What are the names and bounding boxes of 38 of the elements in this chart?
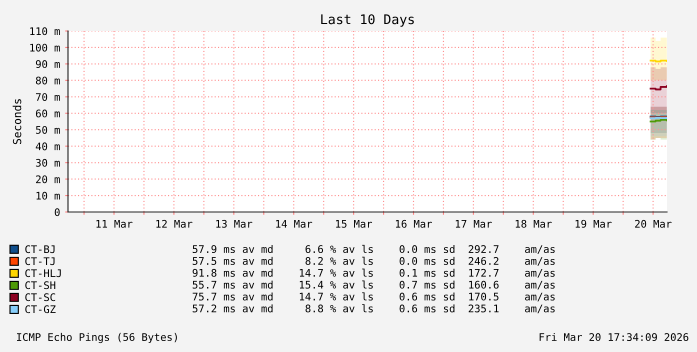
text: ICMP Echo Pings (56 Bytes): [17, 332, 177, 344]
y-tick-label: 0: [54, 208, 60, 216]
y-tick-label: 110 m: [30, 27, 60, 36]
y-tick-label: 70 m: [36, 93, 60, 101]
y-tick-label: 100 m: [30, 44, 60, 52]
chart-title: Last 10 Days: [321, 14, 414, 27]
text: 91.8 ms av md 14.7 % av ls 0.1 ms sd 172.7 am/as: [192, 268, 555, 278]
x-tick-label: 12 Mar: [156, 220, 192, 228]
x-tick-label: 17 Mar: [456, 220, 492, 228]
legend-label: CT-GZ: [25, 305, 56, 314]
legend-label: CT-BJ: [25, 245, 55, 254]
y-tick-label: 40 m: [36, 142, 60, 150]
y-tick-label: 80 m: [36, 76, 60, 84]
legend-label: CT-SC: [25, 293, 56, 302]
text: 55.7 ms av md 15.4 % av ls 0.7 ms sd 160.6 am/as: [192, 280, 555, 290]
y-tick-label: 60 m: [36, 110, 60, 118]
legend-label: CT-HLJ: [25, 269, 61, 278]
x-tick-label: 14 Mar: [276, 220, 312, 228]
x-tick-label: 20 Mar: [635, 220, 672, 228]
x-tick-label: 19 Mar: [576, 220, 612, 228]
x-tick-label: 16 Mar: [396, 220, 432, 228]
legend-label: CT-SH: [25, 281, 56, 290]
y-tick-label: 20 m: [36, 175, 60, 184]
y-tick-label: 10 m: [36, 192, 60, 200]
text: 57.9 ms av md 6.6 % av ls 0.0 ms sd 292.7 am/as: [192, 244, 555, 254]
x-tick-label: 13 Mar: [216, 220, 252, 228]
y-axis-title: Seconds: [12, 99, 22, 144]
text: 75.7 ms av md 14.7 % av ls 0.6 ms sd 170.5 am/as: [192, 292, 555, 302]
text: 57.2 ms av md 8.8 % av ls 0.6 ms sd 235.1 am/as: [192, 304, 555, 314]
x-tick-label: 18 Mar: [516, 220, 552, 228]
text: 57.5 ms av md 8.2 % av ls 0.0 ms sd 246.2 am/as: [192, 256, 555, 266]
y-tick-label: 30 m: [36, 158, 60, 167]
y-tick-label: 50 m: [36, 126, 60, 134]
y-tick-label: 90 m: [36, 60, 60, 68]
legend-label: CT-TJ: [25, 257, 55, 266]
x-tick-label: 11 Mar: [96, 220, 132, 228]
x-tick-label: 15 Mar: [336, 220, 372, 228]
text: Fri Mar 20 17:34:09 2026: [540, 332, 688, 342]
